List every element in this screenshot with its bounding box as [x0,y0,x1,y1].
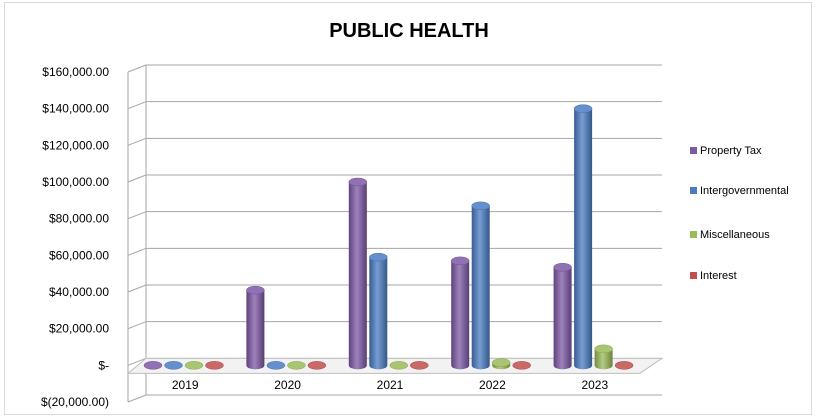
bar-property-tax-2022 [451,260,470,370]
y-tick-label: $20,000.00 [49,322,109,336]
x-tick-label: 2019 [172,378,199,392]
bar-top-intergovernmental-2019 [164,361,183,370]
gridline-diagonal [127,321,147,330]
legend-label: Miscellaneous [700,229,770,241]
x-axis-labels: 2019 2020 2021 2022 2023 [172,378,609,392]
y-tick-label: $80,000.00 [49,212,109,226]
y-tick-label: $140,000.00 [42,102,109,116]
bar-intergovernmental-2022 [471,205,490,370]
bar-top-intergovernmental-2021 [369,252,388,262]
bar-top-intergovernmental-2023 [573,104,593,113]
bar-top-interest-2019 [205,361,224,370]
bar-property-tax-2021 [348,182,367,370]
bar-top-intergovernmental-2020 [266,361,286,370]
gridline-diagonal [127,357,147,366]
gridline-diagonal [127,284,147,293]
y-tick-label: $160,000.00 [42,65,109,79]
legend-label: Intergovernmental [700,185,789,197]
x-tick-label: 2022 [479,378,506,392]
chart-title: PUBLIC HEALTH [329,20,489,42]
bar-top-miscellaneous-2021 [389,361,409,370]
x-tick-label: 2021 [377,378,404,392]
bar-top-property-tax-2022 [450,256,470,266]
x-tick-label: 2020 [274,378,301,392]
legend-label: Property Tax [700,145,762,157]
gridline-diagonal [127,64,147,73]
bar-top-intergovernmental-2022 [471,201,490,211]
bar-top-property-tax-2019 [143,361,163,370]
gridline-diagonal [127,137,147,146]
x-tick-label: 2023 [581,378,608,392]
bar-top-miscellaneous-2023 [594,344,613,354]
bar-top-miscellaneous-2020 [287,361,306,370]
legend-swatch [690,272,697,279]
gridline-diagonal [127,174,147,183]
y-tick-label: $120,000.00 [42,138,109,152]
bars-layer [143,104,634,370]
legend-swatch [690,231,697,238]
gridline-diagonal [127,394,147,403]
bar-top-interest-2021 [410,361,429,370]
y-tick-label: $60,000.00 [49,248,109,262]
y-tick-label: $40,000.00 [49,285,109,299]
y-tick-label: $(20,000.00) [41,395,109,409]
gridline-diagonal [127,247,147,256]
bar-intergovernmental-2023 [574,108,593,370]
bar-property-tax-2023 [553,267,572,370]
bar-top-interest-2020 [307,361,327,370]
legend: Property Tax Intergovernmental Miscellaneo… [690,145,789,282]
bar-top-property-tax-2020 [246,285,265,295]
bar-top-property-tax-2023 [553,263,572,272]
bar-top-miscellaneous-2022 [491,358,511,367]
legend-swatch [690,187,697,194]
y-tick-label: $- [98,358,109,372]
bar-top-property-tax-2021 [348,177,368,187]
bar-property-tax-2020 [246,290,265,370]
y-axis-labels: $(20,000.00) $- $20,000.00 $40,000.00 $60,00… [41,65,109,409]
bar-intergovernmental-2021 [369,257,388,370]
legend-label: Interest [700,270,737,282]
gridline-diagonal [127,101,147,110]
y-tick-label: $100,000.00 [42,175,109,189]
gridline-diagonal [127,211,147,220]
bar-top-interest-2023 [614,361,634,370]
bar-top-interest-2022 [512,361,531,370]
legend-swatch [690,147,697,154]
bar-top-miscellaneous-2019 [184,361,204,370]
bar-miscellaneous-2023 [594,348,613,370]
chart-frame [4,2,812,415]
